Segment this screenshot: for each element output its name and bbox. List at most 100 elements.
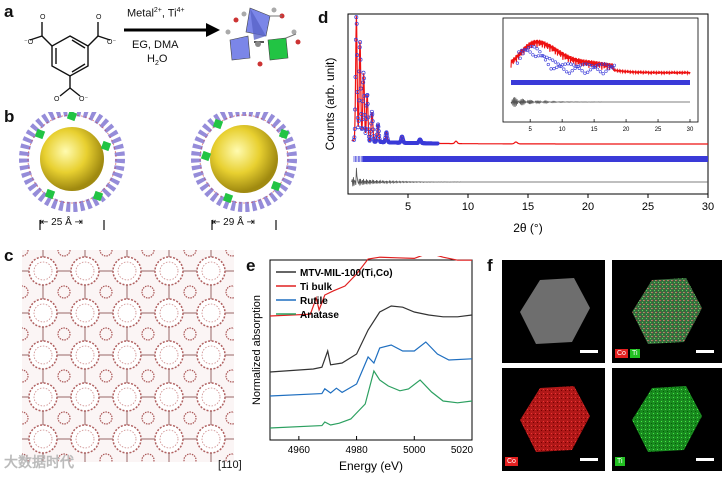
inset-obs-point (552, 66, 556, 71)
inset-obs-point (525, 48, 529, 52)
obs-point (363, 130, 368, 135)
ti-map-tag: Ti (615, 457, 625, 466)
inset-obs-point (588, 68, 593, 72)
obs-point (376, 129, 381, 134)
legend-label: MTV-MIL-100(Ti,Co) (300, 268, 393, 279)
eds-ti-map: Ti (612, 368, 722, 471)
cage-size-left-value: 25 Å (51, 217, 72, 228)
obs-point (356, 118, 361, 123)
reagent-metal-charge: 2+ (153, 7, 162, 14)
x-axis-label: 2θ (°) (513, 221, 542, 235)
inset-obs-point (549, 67, 553, 71)
inset-obs-point (520, 48, 524, 53)
inset-obs-point (545, 55, 549, 59)
obs-point (366, 127, 371, 132)
co-map-tag: Co (505, 457, 518, 466)
obs-point (365, 101, 370, 106)
obs-point (360, 117, 365, 122)
solvent-water-o: O (158, 53, 168, 65)
particle-ti (632, 386, 702, 452)
inset-obs-point (548, 56, 552, 61)
particle-haadf (520, 278, 590, 344)
trimer-sbu-drawing (225, 7, 301, 67)
inset-obs-point (586, 70, 590, 74)
inset-obs-point (579, 63, 583, 67)
inset-obs-point (569, 62, 573, 66)
cage-size-right-value: 29 Å (223, 217, 244, 228)
inset-obs-point (531, 53, 535, 57)
inset-obs-point (524, 48, 528, 52)
inset-obs-point (551, 58, 555, 62)
obs-point (357, 69, 362, 74)
bragg-ticks (362, 156, 708, 162)
inset-obs-point (562, 67, 566, 71)
inset-obs-point (591, 65, 595, 70)
inset-x-tick-label: 5 (529, 127, 533, 133)
inset-frame (502, 17, 699, 123)
inset-obs-point (594, 64, 598, 68)
inset-obs-point (607, 67, 611, 71)
mesoporous-cages-drawing (19, 112, 297, 230)
obs-point (369, 109, 374, 114)
x-tick-label: 30 (702, 201, 714, 213)
y-axis-label: Counts (arb. unit) (323, 58, 337, 151)
reagent-separator: , Ti (161, 7, 177, 20)
obs-point (368, 129, 373, 134)
scale-bar (580, 458, 598, 461)
inset-obs-point (598, 70, 603, 74)
inset-obs-point (517, 50, 521, 54)
scale-bar (580, 350, 598, 353)
inset-x-tick-label: 10 (559, 127, 566, 133)
panel-label-e: e (246, 256, 256, 275)
inset-x-tick-label: 20 (623, 127, 630, 133)
obs-point (357, 98, 361, 103)
obs-point (366, 115, 371, 120)
obs-point (353, 74, 358, 79)
svg-text:O⁻: O⁻ (79, 96, 88, 102)
inset-obs-point (577, 66, 581, 71)
xanes-line-anatase (269, 369, 473, 429)
inset-obs-point (534, 54, 538, 59)
inset-obs-point (603, 62, 607, 66)
inset-obs-point (580, 69, 584, 73)
particle-co (520, 386, 590, 452)
obs-point (352, 135, 357, 140)
reagent-metal: Metal (127, 7, 154, 20)
inset-obs-point (553, 60, 557, 64)
inset-x-tick-label: 15 (591, 127, 598, 133)
obs-point (361, 70, 366, 75)
x-tick-label: 5000 (403, 445, 426, 456)
inset-obs-point (555, 65, 559, 69)
inset-bragg-ticks (511, 80, 690, 85)
obs-point (371, 127, 376, 132)
overlay-co-tag: Co (615, 349, 628, 358)
x-tick-label: 10 (462, 201, 474, 213)
solvent-water-h: H (147, 53, 155, 65)
eds-haadf-image (502, 260, 605, 363)
obs-point (354, 21, 359, 26)
obs-point (354, 15, 359, 20)
solvent-line-1: EG, DMA (132, 39, 179, 51)
inset-obs-point (604, 69, 608, 73)
x-tick-label: 5020 (451, 445, 474, 456)
svg-text:O⁻: O⁻ (107, 39, 116, 46)
x-tick-label: 4980 (345, 445, 368, 456)
xanes-line-rutile (269, 341, 473, 397)
obs-point (376, 122, 381, 127)
reagent-ti-charge: 4+ (176, 7, 185, 14)
solvent-line-2: H2O (147, 53, 167, 67)
inset-obs-point (612, 63, 617, 67)
obs-point (355, 53, 360, 58)
inset-obs-point (528, 50, 532, 54)
eds-co-map: Co (502, 368, 605, 471)
inset-obs-point (560, 63, 564, 67)
particle-overlay (632, 278, 702, 344)
obs-point (358, 57, 363, 62)
inset-obs-point (546, 62, 550, 67)
inset-obs-point (601, 72, 605, 76)
obs-point (435, 141, 440, 146)
obs-point (385, 133, 390, 138)
obs-point (359, 112, 364, 116)
x-tick-label: 4960 (288, 445, 311, 456)
obs-point (363, 127, 368, 132)
